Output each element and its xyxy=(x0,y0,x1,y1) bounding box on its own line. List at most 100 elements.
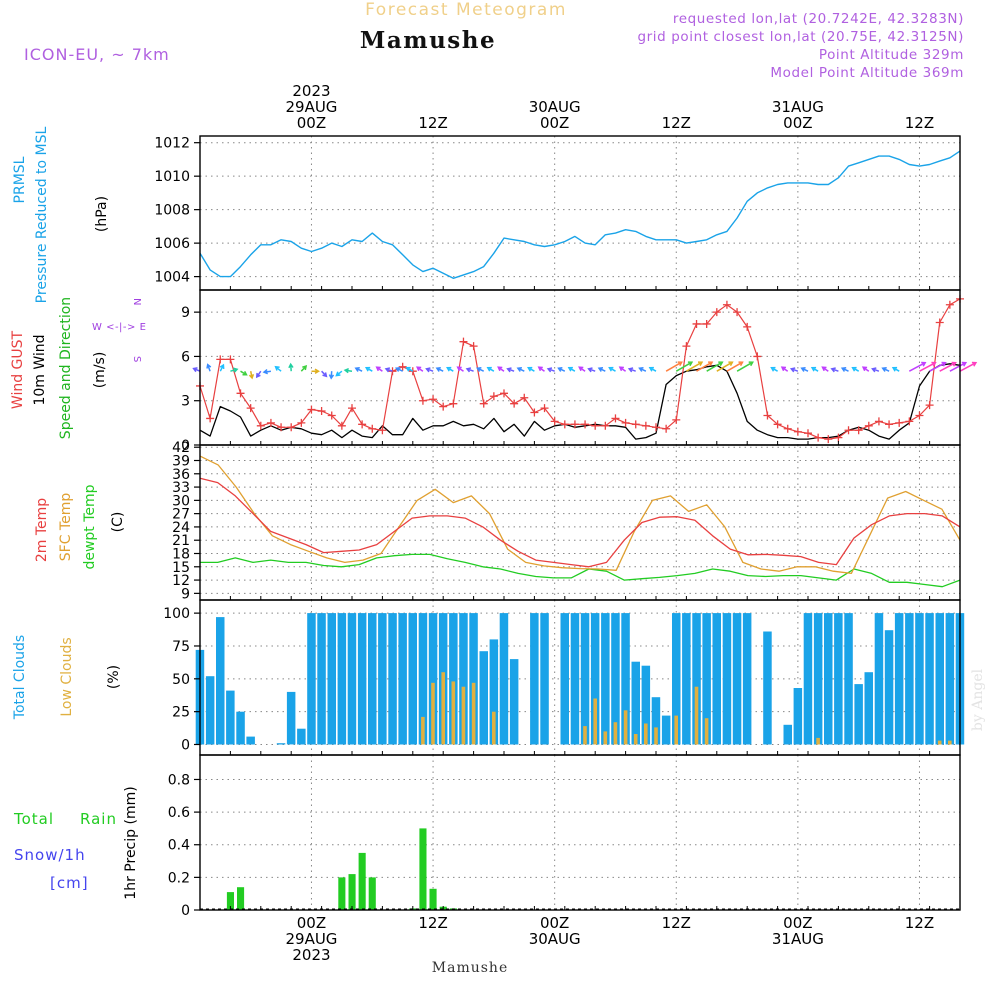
low-cloud-bar xyxy=(593,698,597,745)
total-cloud-bar xyxy=(621,613,630,745)
total-cloud-bar xyxy=(327,613,336,745)
total-cloud-bar xyxy=(307,613,316,745)
time-label: 12Z xyxy=(418,914,447,932)
low-cloud-bar xyxy=(441,672,445,745)
precip-ytick-label: 0.2 xyxy=(168,870,190,886)
gust-marker xyxy=(469,342,478,351)
rain-bar xyxy=(429,888,437,910)
t2m-label: 2m Temp xyxy=(34,498,50,562)
rain-bar xyxy=(226,892,234,910)
clouds-ytick-label: 25 xyxy=(172,705,190,721)
wind-speed-dir-label: Speed and Direction xyxy=(58,297,74,439)
total-cloud-bar xyxy=(783,724,792,745)
time-label: 29AUG xyxy=(285,930,337,948)
gust-marker xyxy=(743,322,752,331)
gust-marker xyxy=(834,433,843,442)
gust-marker xyxy=(601,421,610,430)
gust-marker xyxy=(773,420,782,429)
precip-unit: 1hr Precip (mm) xyxy=(123,786,139,899)
gust-marker xyxy=(297,418,306,427)
total-cloud-bar xyxy=(682,613,691,745)
clouds-unit: (%) xyxy=(106,665,122,689)
total-clouds-label: Total Clouds xyxy=(12,635,28,720)
gust-marker xyxy=(763,411,772,420)
rain-bar xyxy=(338,877,346,910)
gust-marker xyxy=(530,408,539,417)
gust-marker xyxy=(317,407,326,416)
requested-point: requested lon,lat (20.7242E, 42.3283N) xyxy=(673,11,964,27)
gust-marker xyxy=(945,300,954,309)
top-time-label: 30AUG xyxy=(529,98,581,116)
gust-line xyxy=(199,298,961,440)
total-cloud-bar xyxy=(469,613,478,745)
compass-north: N xyxy=(131,298,142,305)
total-cloud-bar xyxy=(540,613,549,745)
total-cloud-bar xyxy=(692,613,701,745)
gust-marker xyxy=(692,319,701,328)
total-cloud-bar xyxy=(601,613,610,745)
total-cloud-bar xyxy=(935,613,944,745)
temperature-ytick-label: 39 xyxy=(172,454,190,470)
wind-direction-arrow xyxy=(810,366,819,372)
gust-marker xyxy=(631,420,640,429)
data-layer xyxy=(192,150,978,910)
gust-marker xyxy=(540,404,549,413)
gust-marker xyxy=(611,414,620,423)
clouds-ytick-label: 100 xyxy=(163,606,190,622)
wind-direction-arrow xyxy=(675,361,694,372)
rain-bar xyxy=(368,877,376,910)
wind-direction-arrow xyxy=(527,366,535,372)
total-cloud-bar xyxy=(803,613,813,745)
wind-direction-arrow xyxy=(706,361,724,372)
gust-marker xyxy=(439,402,448,411)
total-cloud-bar xyxy=(236,711,245,745)
gust-marker xyxy=(591,421,600,430)
time-label: 00Z xyxy=(783,914,812,932)
total-cloud-bar xyxy=(368,613,377,745)
low-cloud-bar xyxy=(816,737,820,745)
grid-point: grid point closest lon,lat (20.75E, 42.3… xyxy=(637,29,964,45)
wind-direction-arrow xyxy=(248,371,255,380)
total-cloud-bar xyxy=(479,651,488,745)
gust-marker xyxy=(895,418,904,427)
gust-marker xyxy=(358,420,367,429)
low-cloud-bar xyxy=(674,715,678,745)
grid-layer xyxy=(200,136,960,911)
gust-marker xyxy=(662,424,671,433)
wind-direction-arrow xyxy=(959,361,978,372)
time-label: 2023 xyxy=(292,946,330,964)
total-cloud-bar xyxy=(337,613,347,745)
pressure-label-2: Pressure Reduced to MSL xyxy=(34,126,50,303)
gust-marker xyxy=(489,392,498,401)
pressure-ytick-label: 1004 xyxy=(154,270,190,286)
wind-direction-arrow xyxy=(736,361,754,372)
temperature-ytick-label: 12 xyxy=(172,573,190,589)
gust-marker xyxy=(733,308,742,317)
total-cloud-bar xyxy=(216,617,225,745)
gust-marker xyxy=(226,355,235,364)
wind-ytick-label: 0 xyxy=(181,438,190,454)
temperature-ytick-label: 36 xyxy=(172,467,190,483)
top-time-label: 12Z xyxy=(418,114,447,132)
gust-marker xyxy=(702,319,711,328)
total-cloud-bar xyxy=(661,715,671,745)
t2m-line xyxy=(199,477,961,568)
gust-marker xyxy=(500,389,508,398)
wind-direction-arrow xyxy=(597,367,606,372)
low-cloud-bar xyxy=(461,686,466,745)
pressure-unit: (hPa) xyxy=(94,196,110,232)
total-cloud-bar xyxy=(297,728,306,745)
total-cloud-bar xyxy=(560,613,569,745)
wind-direction-arrow xyxy=(416,366,424,372)
top-time-label: 29AUG xyxy=(285,98,337,116)
gust-marker xyxy=(256,421,265,430)
total-cloud-bar xyxy=(408,613,417,745)
time-label: 12Z xyxy=(905,914,934,932)
wind-direction-arrow xyxy=(240,370,248,376)
total-cloud-bar xyxy=(428,613,438,745)
wind-direction-arrow xyxy=(587,367,596,373)
gust-marker xyxy=(814,433,823,442)
wind-direction-arrow xyxy=(939,361,957,372)
wind-direction-arrow xyxy=(537,366,545,372)
low-cloud-bar xyxy=(603,731,608,745)
